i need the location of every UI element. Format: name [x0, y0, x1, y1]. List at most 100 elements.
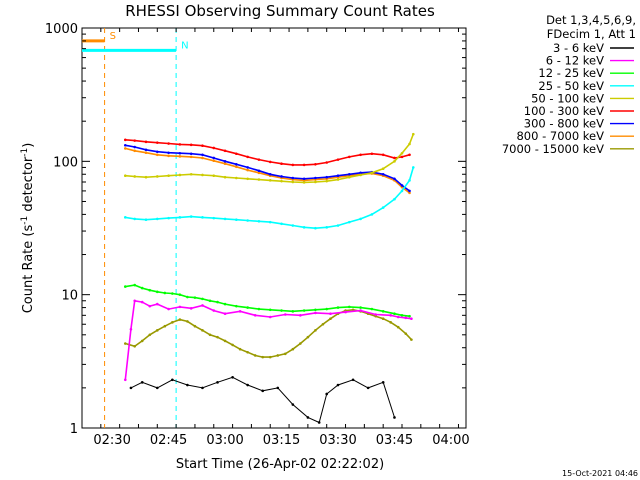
series-point [411, 166, 415, 169]
series-point [381, 167, 385, 171]
series-point [193, 324, 197, 328]
series-point [370, 307, 374, 311]
y-tick-label: 1000 [45, 22, 78, 37]
series-point [257, 171, 261, 175]
series-point [155, 290, 159, 294]
series-point [410, 338, 413, 341]
series-point [163, 324, 167, 328]
series-point [257, 158, 261, 161]
series-point [216, 335, 219, 339]
chart-title: RHESSI Observing Summary Count Rates [125, 2, 435, 20]
marker-label-s: S [110, 31, 116, 42]
series-point [359, 171, 362, 175]
series-point [223, 312, 227, 315]
series-point [189, 307, 193, 310]
series-point [155, 150, 159, 154]
series-point [178, 305, 182, 309]
series-line [125, 167, 415, 230]
series-point [325, 307, 329, 311]
series-point [374, 313, 377, 316]
series-point [359, 217, 362, 221]
series-point [400, 151, 404, 155]
legend-entry-label: 800 - 7000 keV [516, 129, 604, 143]
x-tick-label: 03:30 [319, 433, 356, 448]
series-point [216, 300, 219, 304]
series-point [408, 191, 411, 195]
series-point [167, 142, 170, 145]
series-point [359, 306, 362, 309]
series-point [223, 149, 227, 153]
y-axis-label-part1: Count Rate (s [21, 225, 36, 314]
series-point [189, 143, 193, 147]
series-point [144, 151, 148, 155]
series-point [155, 141, 159, 144]
series-point [123, 143, 127, 147]
series-point [396, 315, 400, 319]
series-point [317, 421, 321, 424]
series-point [235, 304, 238, 308]
series-point [302, 226, 306, 229]
series-point [178, 143, 182, 146]
series-point [223, 175, 227, 179]
y-tick-label: 10 [61, 289, 78, 304]
series-point [276, 386, 280, 390]
series-point [325, 392, 329, 396]
series-point [314, 226, 317, 230]
series-point [178, 318, 182, 321]
series-line [125, 133, 415, 184]
series-point [404, 332, 408, 335]
series-point [140, 381, 144, 384]
legend-entry-label: 50 - 100 keV [531, 91, 604, 105]
series-point [148, 333, 152, 337]
series-point [336, 174, 340, 178]
plot-area: SN [81, 27, 467, 429]
series-point [261, 389, 265, 393]
series-point [359, 309, 362, 312]
series-point [280, 309, 283, 312]
series-point [325, 179, 329, 183]
legend-header-line1: Det 1,3,4,5,6,9, [546, 13, 636, 27]
series-point [400, 314, 404, 317]
series-point [140, 339, 144, 343]
timestamp: 15-Oct-2021 04:46 [562, 469, 638, 478]
series-point [123, 342, 127, 345]
series-point [223, 160, 227, 163]
series-point [381, 153, 385, 157]
series-point [336, 383, 340, 387]
series-point [246, 306, 249, 309]
series-point [351, 308, 355, 312]
series-line [124, 299, 412, 380]
series-point [393, 197, 396, 201]
series-point [231, 343, 234, 347]
series-point [246, 350, 249, 354]
series-point [223, 339, 227, 343]
legend-entry-label: 25 - 50 keV [538, 79, 604, 93]
series-point [235, 176, 238, 180]
series-point [123, 147, 127, 150]
series-point [389, 314, 393, 317]
series-point [370, 152, 374, 156]
y-axis-label-sup2: -1 [20, 148, 30, 157]
series-point [257, 220, 261, 223]
series-point [201, 386, 204, 390]
series-point [291, 347, 295, 351]
series-point [268, 308, 272, 312]
series-point [381, 381, 385, 384]
series-point [280, 175, 283, 178]
series-point [155, 217, 159, 221]
series-point [123, 138, 127, 142]
series-point [257, 307, 261, 311]
series-point [133, 175, 137, 178]
series-point [155, 386, 159, 390]
series-point [167, 174, 170, 178]
series-point [291, 180, 295, 184]
series-point [246, 383, 249, 387]
series-point [155, 329, 159, 332]
x-tick-label: 03:15 [263, 433, 300, 448]
series-point [167, 216, 170, 220]
series-point [302, 163, 306, 167]
series-point [325, 161, 329, 164]
series-point [370, 171, 374, 175]
legend-entry-label: 300 - 800 keV [524, 117, 604, 131]
series-point [291, 310, 295, 313]
